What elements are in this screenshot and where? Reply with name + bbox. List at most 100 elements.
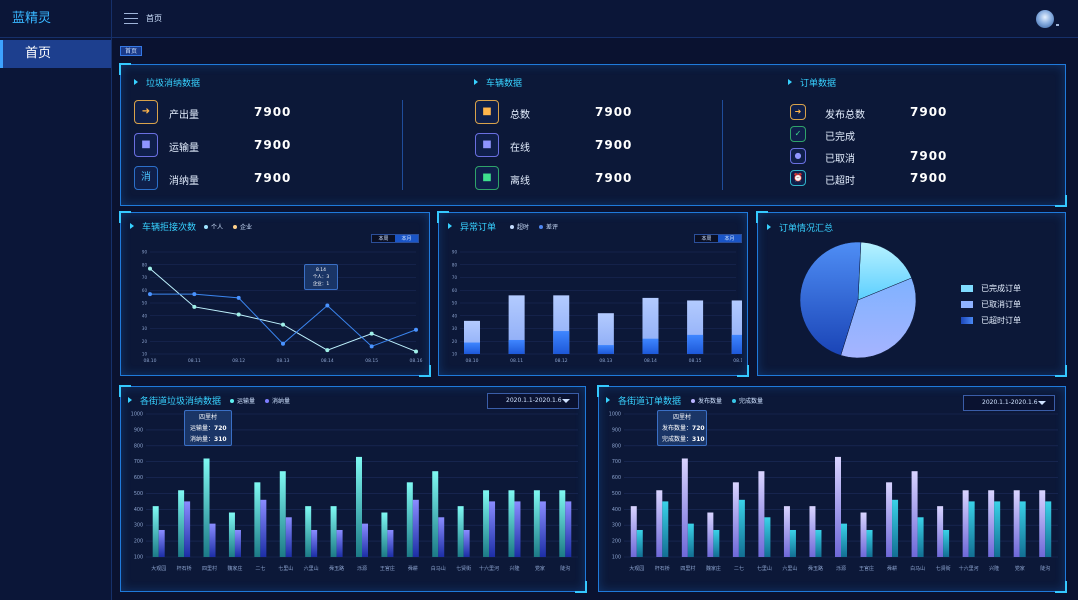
- legend-swatch: [691, 399, 695, 403]
- stat-cancelled: ● 已取消 7900: [790, 148, 990, 165]
- bar-发布数量: [835, 456, 841, 557]
- y-tick-label: 80: [142, 262, 148, 267]
- y-tick-label: 100: [612, 555, 621, 561]
- bar-运输量: [228, 512, 235, 557]
- y-tick-label: 300: [612, 523, 621, 529]
- y-tick-label: 200: [612, 539, 621, 545]
- chevron-down-icon: [1038, 401, 1046, 405]
- pie-slice-已完成订单: [857, 241, 912, 301]
- bar-完成数量: [1019, 501, 1026, 557]
- stat-value: 7900: [254, 105, 292, 119]
- abnormal-title: 异常订单: [448, 220, 496, 233]
- x-tick-label: 陡沟: [560, 565, 570, 572]
- stat-value: 7900: [254, 171, 292, 185]
- bar-运输量: [533, 490, 540, 557]
- bar-完成数量: [662, 501, 669, 557]
- series-line-个人: [149, 268, 417, 352]
- bar-运输量: [279, 471, 286, 557]
- y-tick-label: 1000: [131, 412, 143, 418]
- legend-swatch: [961, 317, 973, 324]
- x-tick-label: 兴隆: [989, 565, 999, 572]
- y-tick-label: 50: [452, 301, 458, 306]
- bar-发布数量: [860, 512, 867, 557]
- bar-完成数量: [636, 529, 643, 557]
- bar-消纳量: [463, 529, 470, 557]
- bar-消纳量: [438, 517, 445, 557]
- bar-运输量: [483, 490, 490, 557]
- bar-完成数量: [968, 501, 975, 557]
- x-tick-label: 党家: [1015, 565, 1025, 572]
- x-tick-label: 08.10: [466, 358, 479, 364]
- bar-发布数量: [1013, 490, 1020, 557]
- tab-month[interactable]: 本月: [718, 235, 741, 242]
- tab-week[interactable]: 本周: [372, 235, 395, 242]
- legend-label: 消纳量: [271, 398, 290, 405]
- tooltip-name: 四里村: [672, 414, 691, 421]
- stat-total: ■ 总数 7900: [475, 100, 675, 124]
- app-title: 蓝精灵: [0, 0, 111, 38]
- x-tick-label: 08.12: [232, 358, 245, 364]
- tab-week[interactable]: 本周: [695, 235, 718, 242]
- vehicle-title: 车辆数据: [474, 76, 522, 89]
- stat-value: 7900: [910, 149, 948, 163]
- y-tick-label: 30: [452, 326, 458, 331]
- breadcrumb-tag[interactable]: 首页: [120, 46, 143, 56]
- bar-运输量: [330, 506, 337, 557]
- bar-发布数量: [681, 458, 688, 557]
- alarm-clock-icon: ⏰: [790, 170, 806, 186]
- legend-label: 完成数量: [738, 398, 763, 405]
- x-tick-label: 魏家庄: [706, 565, 721, 572]
- date-range-value: 2020.1.1-2020.1.6: [506, 397, 562, 404]
- legend-swatch: [961, 301, 973, 308]
- pie-legend-item: 已完成订单: [961, 284, 1021, 300]
- legend-label: 差评: [545, 224, 558, 231]
- tooltip-date: 8.14: [315, 268, 327, 273]
- tooltip-label: 个人：: [312, 275, 327, 280]
- legend-label: 超时: [517, 224, 530, 231]
- order-summary-title: 订单情况汇总: [767, 221, 833, 234]
- x-tick-label: 08.15: [689, 358, 702, 364]
- street-order-date-select[interactable]: 2020.1.1-2020.1.6: [963, 395, 1055, 411]
- bar-完成数量: [917, 517, 924, 557]
- avatar[interactable]: [1036, 10, 1054, 28]
- y-tick-label: 90: [452, 250, 458, 255]
- menu-toggle-icon[interactable]: [124, 13, 138, 24]
- stat-label: 已取消: [825, 154, 855, 165]
- x-tick-label: 泺源: [357, 565, 367, 572]
- bar-消纳量: [387, 529, 394, 557]
- stat-value: 7900: [595, 138, 633, 152]
- data-point: [369, 331, 374, 336]
- avatar-dropdown-icon[interactable]: [1056, 24, 1059, 26]
- data-point: [414, 349, 418, 354]
- sidebar-item-home[interactable]: 首页: [0, 40, 111, 68]
- x-tick-label: 白马山: [431, 565, 446, 572]
- street-order-title: 各街道订单数据: [606, 394, 681, 407]
- bar-超时: [642, 338, 659, 354]
- tooltip-label: 完成数量：: [662, 436, 693, 443]
- y-tick-label: 700: [134, 459, 143, 465]
- y-tick-label: 1000: [609, 412, 621, 418]
- legend-swatch: [538, 225, 543, 229]
- divider: [402, 100, 403, 190]
- bar-发布数量: [758, 471, 765, 557]
- data-point: [414, 327, 418, 332]
- stat-label: 已完成: [825, 132, 855, 143]
- legend-swatch: [731, 399, 736, 403]
- tab-month[interactable]: 本月: [395, 235, 418, 242]
- bar-完成数量: [789, 529, 796, 557]
- stat-label: 已超时: [825, 176, 855, 187]
- bar-超时: [464, 342, 480, 354]
- tooltip-value: 310: [214, 436, 227, 443]
- tooltip-label: 运输量：: [190, 425, 215, 432]
- bar-发布数量: [656, 490, 663, 557]
- y-tick-label: 40: [452, 313, 458, 318]
- exit-icon: ➜: [790, 104, 806, 120]
- clipboard-check-icon: ✓: [790, 126, 806, 142]
- x-tick-label: 08.14: [321, 358, 334, 364]
- divider: [722, 100, 723, 190]
- street-garbage-date-select[interactable]: 2020.1.1-2020.1.6: [487, 393, 579, 409]
- bar-消纳量: [489, 501, 496, 557]
- bar-超时: [687, 334, 704, 354]
- pie-slice-已取消订单: [840, 277, 917, 359]
- tooltip-label: 发布数量：: [662, 425, 693, 432]
